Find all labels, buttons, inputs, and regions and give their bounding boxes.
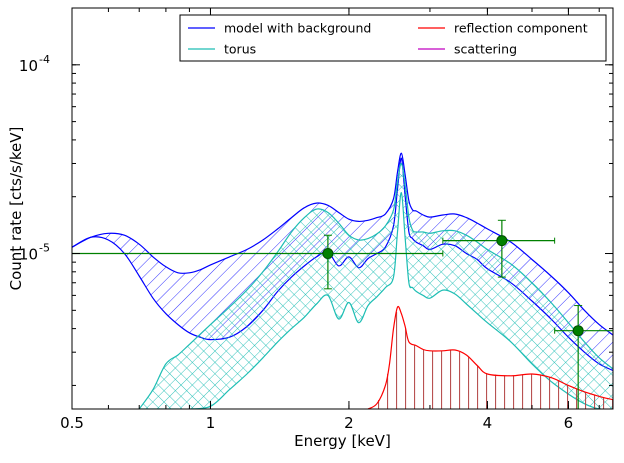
torus-band-fill [139, 163, 613, 409]
data-point-2 [442, 219, 556, 278]
torus-lower-line [139, 192, 613, 409]
torus-upper-line [138, 162, 613, 409]
y-tick-exponent: -4 [39, 53, 50, 66]
data-point-1 [72, 234, 444, 290]
data-point-3 [554, 305, 613, 409]
data-marker [322, 248, 334, 260]
y-tick-label: 10 [19, 246, 38, 264]
data-marker [496, 235, 508, 247]
legend-label: reflection component [454, 21, 588, 36]
y-tick-label: 10 [19, 57, 38, 75]
x-tick-label: 2 [344, 414, 354, 432]
x-tick-label: 6 [564, 414, 574, 432]
x-tick-label: 4 [483, 414, 493, 432]
y-axis-label: Count rate [cts/s/keV] [7, 127, 25, 291]
legend: model with background reflection componen… [179, 14, 607, 62]
legend-item-2: reflection component [418, 21, 588, 36]
legend-label: model with background [224, 21, 371, 36]
x-tick-label: 0.5 [60, 414, 84, 432]
legend-item-3: torus [188, 42, 256, 57]
plot-area [72, 152, 613, 409]
x-tick-label: 1 [206, 414, 216, 432]
model-upper-line [72, 152, 613, 336]
legend-item-4: scattering [418, 42, 517, 57]
legend-label: torus [224, 42, 256, 57]
x-axis-label: Energy [keV] [294, 432, 391, 450]
plot-frame [71, 7, 614, 410]
legend-item-1: model with background [188, 21, 371, 36]
reflection-line [367, 305, 613, 409]
data-marker [572, 325, 584, 337]
legend-box [179, 14, 607, 62]
axis-ticks [71, 7, 613, 409]
y-tick-exponent: -5 [39, 242, 50, 255]
legend-label: scattering [454, 42, 517, 57]
